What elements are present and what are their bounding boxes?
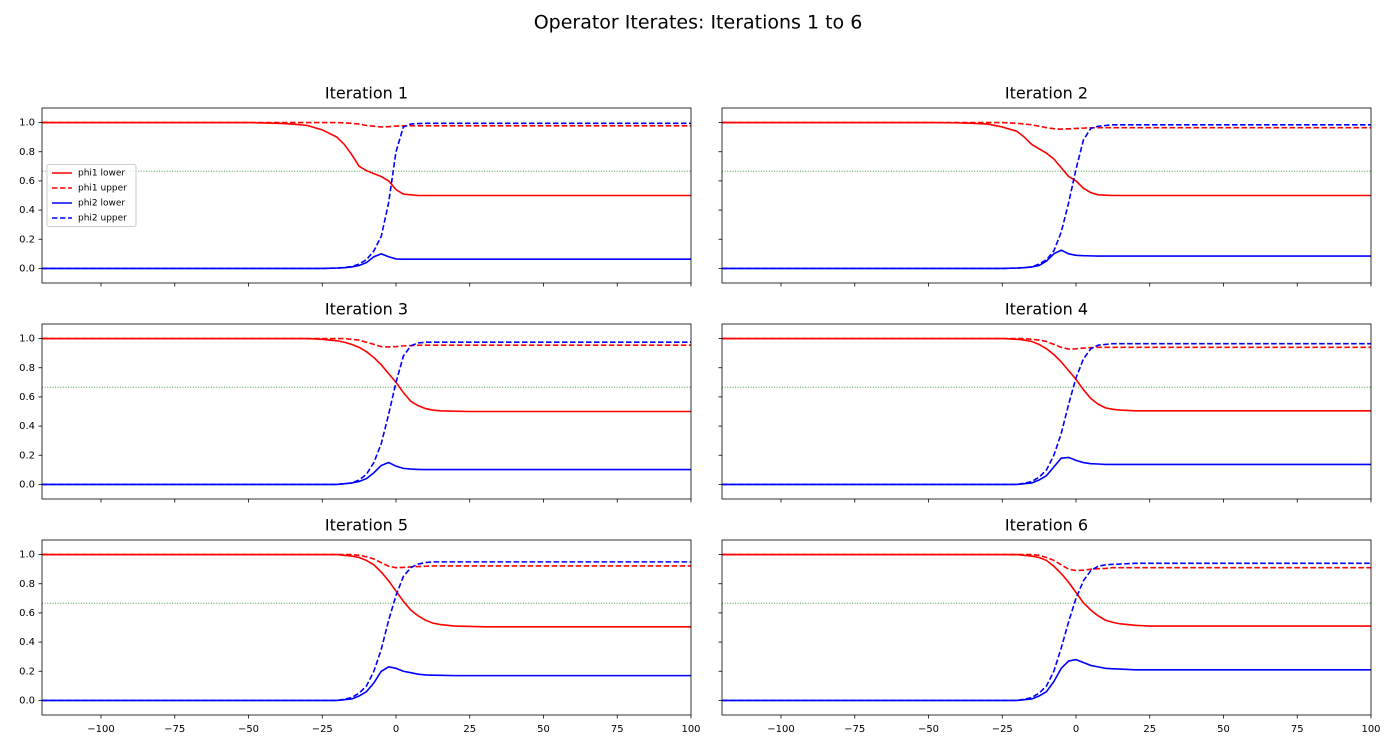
axes-frame bbox=[41, 539, 692, 716]
series-line bbox=[42, 121, 691, 128]
x-tick-label: 75 bbox=[611, 724, 624, 735]
series-line bbox=[722, 342, 1371, 486]
subplot-title: Iteration 5 bbox=[325, 516, 408, 535]
y-tick-label: 1.0 bbox=[19, 118, 35, 129]
y-tick-label: 0.6 bbox=[19, 392, 35, 403]
x-tick-label: −100 bbox=[87, 724, 114, 735]
x-tick-label: −25 bbox=[992, 724, 1013, 735]
y-tick-label: 0.2 bbox=[19, 666, 35, 677]
y-tick-label: 0.8 bbox=[19, 363, 35, 374]
axes-frame bbox=[721, 539, 1372, 716]
subplot-title: Iteration 4 bbox=[1005, 300, 1088, 319]
x-tick-label: −75 bbox=[164, 724, 185, 735]
x-tick-label: 50 bbox=[1217, 724, 1230, 735]
x-tick-label: 0 bbox=[1073, 724, 1079, 735]
axes-frame bbox=[41, 323, 692, 500]
subplot-title: Iteration 3 bbox=[325, 300, 408, 319]
x-tick-label: 25 bbox=[463, 724, 476, 735]
y-tick-label: 0.4 bbox=[19, 421, 35, 432]
series-line bbox=[42, 341, 691, 486]
x-tick-label: −75 bbox=[844, 724, 865, 735]
series-line bbox=[42, 122, 691, 270]
axes-frame bbox=[721, 107, 1372, 284]
axes-frame bbox=[721, 323, 1372, 500]
y-tick-label: 0.2 bbox=[19, 234, 35, 245]
subplot-title: Iteration 2 bbox=[1005, 84, 1088, 103]
y-tick-label: 0.8 bbox=[19, 579, 35, 590]
y-tick-label: 0.4 bbox=[19, 637, 35, 648]
legend-label: phi2 lower bbox=[78, 199, 125, 209]
series-line bbox=[42, 561, 691, 702]
y-tick-label: 1.0 bbox=[19, 550, 35, 561]
series-line bbox=[722, 553, 1371, 572]
x-tick-label: 100 bbox=[1361, 724, 1380, 735]
x-tick-label: 25 bbox=[1143, 724, 1156, 735]
series-line bbox=[722, 562, 1371, 702]
x-tick-label: 75 bbox=[1291, 724, 1304, 735]
x-tick-label: 100 bbox=[681, 724, 700, 735]
figure-title: Operator Iterates: Iterations 1 to 6 bbox=[534, 12, 863, 34]
x-tick-label: 50 bbox=[537, 724, 550, 735]
y-tick-label: 0.4 bbox=[19, 205, 35, 216]
series-line bbox=[722, 123, 1371, 270]
legend-label: phi1 upper bbox=[78, 184, 127, 194]
y-tick-label: 0.0 bbox=[19, 479, 35, 490]
legend-label: phi1 lower bbox=[78, 169, 125, 179]
y-tick-label: 0.8 bbox=[19, 147, 35, 158]
series-line bbox=[42, 553, 691, 569]
subplot-title: Iteration 6 bbox=[1005, 516, 1088, 535]
series-line bbox=[722, 121, 1371, 130]
y-tick-label: 0.6 bbox=[19, 608, 35, 619]
series-line bbox=[42, 337, 691, 348]
y-tick-label: 0.2 bbox=[19, 450, 35, 461]
legend-box bbox=[46, 164, 137, 227]
x-tick-label: 0 bbox=[393, 724, 399, 735]
x-tick-label: −50 bbox=[918, 724, 939, 735]
subplot-title: Iteration 1 bbox=[325, 84, 408, 103]
axes-frame bbox=[41, 107, 692, 284]
y-tick-label: 0.0 bbox=[19, 263, 35, 274]
x-tick-label: −50 bbox=[238, 724, 259, 735]
y-tick-label: 0.0 bbox=[19, 695, 35, 706]
y-tick-label: 1.0 bbox=[19, 334, 35, 345]
legend-label: phi2 upper bbox=[78, 214, 127, 224]
series-line bbox=[722, 337, 1371, 350]
x-tick-label: −100 bbox=[767, 724, 794, 735]
y-tick-label: 0.6 bbox=[19, 176, 35, 187]
x-tick-label: −25 bbox=[312, 724, 333, 735]
